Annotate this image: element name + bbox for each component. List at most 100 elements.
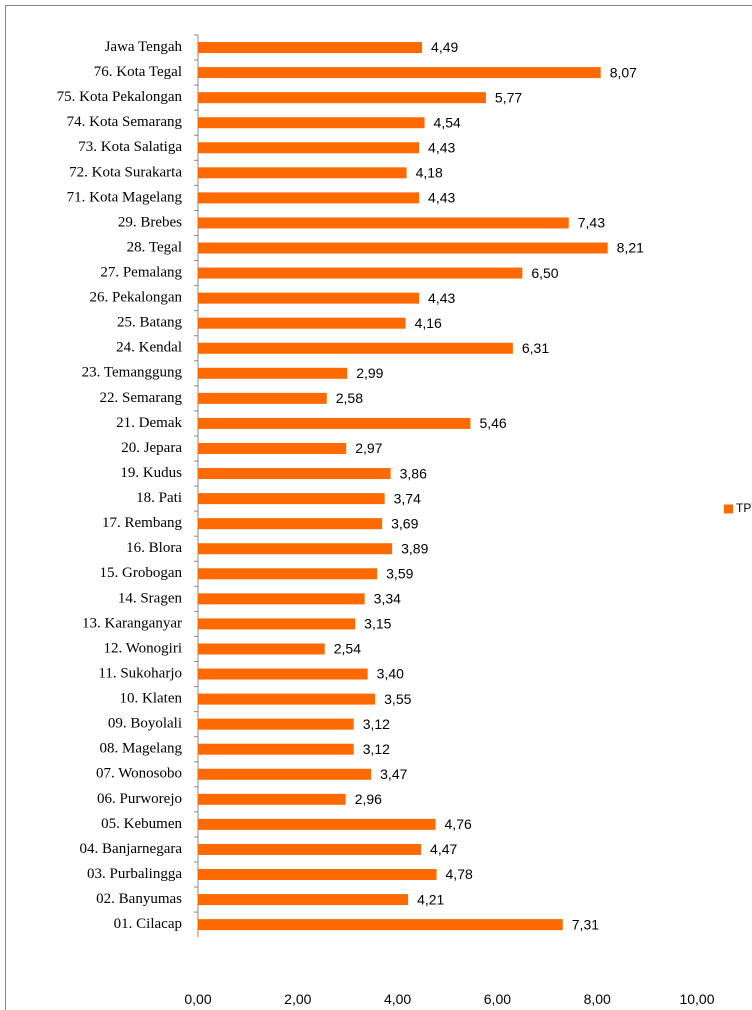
bar (198, 42, 422, 53)
chart: 0,002,004,006,008,0010,00Jawa Tengah4,49… (0, 0, 752, 1010)
value-label: 7,31 (572, 916, 599, 932)
y-tick-label: 14. Sragen (118, 590, 183, 606)
value-label: 3,34 (374, 591, 401, 607)
bar (198, 293, 419, 304)
bar (198, 393, 327, 404)
y-tick-label: 18. Pati (136, 490, 182, 506)
bar (198, 769, 371, 780)
bar (198, 694, 375, 705)
y-tick-label: 07. Wonosobo (96, 766, 182, 782)
bar (198, 894, 408, 905)
value-label: 5,77 (495, 89, 522, 105)
y-tick-label: 16. Blora (126, 540, 182, 556)
y-tick-label: 74. Kota Semarang (67, 114, 183, 130)
bar (198, 568, 377, 579)
bar (198, 794, 346, 805)
bar (198, 869, 437, 880)
x-tick-label: 6,00 (484, 991, 511, 1007)
bar (198, 318, 406, 329)
y-tick-label: 22. Semarang (100, 390, 183, 406)
bar (198, 593, 365, 604)
value-label: 4,47 (430, 841, 457, 857)
bar (198, 844, 421, 855)
value-label: 3,74 (394, 490, 421, 506)
value-label: 3,12 (363, 716, 390, 732)
y-tick-label: 28. Tegal (127, 239, 182, 255)
x-tick-label: 0,00 (184, 991, 211, 1007)
value-label: 8,21 (617, 240, 644, 256)
y-tick-label: 04. Banjarnegara (80, 841, 183, 857)
y-tick-label: 15. Grobogan (100, 565, 183, 581)
y-tick-label: Jawa Tengah (105, 39, 183, 55)
legend-swatch (724, 505, 733, 514)
y-tick-label: 19. Kudus (120, 465, 182, 481)
value-label: 3,47 (380, 766, 407, 782)
y-tick-label: 10. Klaten (120, 691, 183, 707)
y-tick-label: 09. Boyolali (108, 716, 182, 732)
bar (198, 618, 355, 629)
chart-border (6, 6, 752, 1010)
y-tick-label: 24. Kendal (116, 340, 182, 356)
value-label: 4,78 (446, 866, 473, 882)
value-label: 2,96 (355, 791, 382, 807)
value-label: 3,40 (377, 666, 404, 682)
y-tick-label: 01. Cilacap (114, 916, 182, 932)
value-label: 4,21 (417, 891, 444, 907)
bar (198, 67, 601, 78)
y-tick-label: 13. Karanganyar (82, 615, 182, 631)
value-label: 3,55 (384, 691, 411, 707)
y-tick-label: 23. Temanggung (82, 365, 183, 381)
bar (198, 819, 436, 830)
value-label: 4,43 (428, 139, 455, 155)
bar (198, 919, 563, 930)
value-label: 7,43 (578, 215, 605, 231)
bar (198, 192, 419, 203)
bar (198, 142, 419, 153)
y-tick-label: 76. Kota Tegal (94, 64, 182, 80)
bar (198, 744, 354, 755)
x-tick-label: 2,00 (284, 991, 311, 1007)
value-label: 4,54 (434, 114, 461, 130)
value-label: 3,12 (363, 741, 390, 757)
value-label: 2,58 (336, 390, 363, 406)
value-label: 4,18 (416, 165, 443, 181)
value-label: 2,99 (356, 365, 383, 381)
value-label: 3,15 (364, 616, 391, 632)
bar (198, 643, 325, 654)
x-tick-label: 8,00 (584, 991, 611, 1007)
value-label: 6,50 (531, 265, 558, 281)
bar (198, 719, 354, 730)
value-label: 3,69 (391, 515, 418, 531)
value-label: 3,86 (400, 465, 427, 481)
value-label: 5,46 (479, 415, 506, 431)
value-label: 8,07 (610, 64, 637, 80)
y-tick-label: 03. Purbalingga (87, 866, 182, 882)
bar (198, 92, 486, 103)
y-tick-label: 12. Wonogiri (103, 640, 182, 656)
y-tick-label: 08. Magelang (100, 741, 183, 757)
bar (198, 543, 392, 554)
bar (198, 368, 347, 379)
bar (198, 268, 522, 279)
legend-label: TPT (736, 501, 752, 515)
y-tick-label: 72. Kota Surakarta (69, 164, 182, 180)
bar (198, 343, 513, 354)
y-tick-label: 29. Brebes (118, 214, 182, 230)
y-tick-label: 27. Pemalang (100, 265, 182, 281)
value-label: 4,76 (445, 816, 472, 832)
value-label: 4,43 (428, 290, 455, 306)
bar (198, 518, 382, 529)
bar (198, 243, 608, 254)
page: {"chart_data": {"type": "bar", "orientat… (0, 0, 752, 1010)
bar (198, 443, 346, 454)
y-tick-label: 05. Kebumen (101, 816, 182, 832)
x-tick-label: 4,00 (384, 991, 411, 1007)
bar (198, 669, 368, 680)
y-tick-label: 73. Kota Salatiga (78, 139, 182, 155)
y-tick-label: 20. Jepara (121, 440, 182, 456)
value-label: 2,54 (334, 641, 361, 657)
y-tick-label: 71. Kota Magelang (67, 189, 183, 205)
bar (198, 468, 391, 479)
y-tick-label: 25. Batang (117, 315, 182, 331)
y-tick-label: 06. Purworejo (97, 791, 182, 807)
